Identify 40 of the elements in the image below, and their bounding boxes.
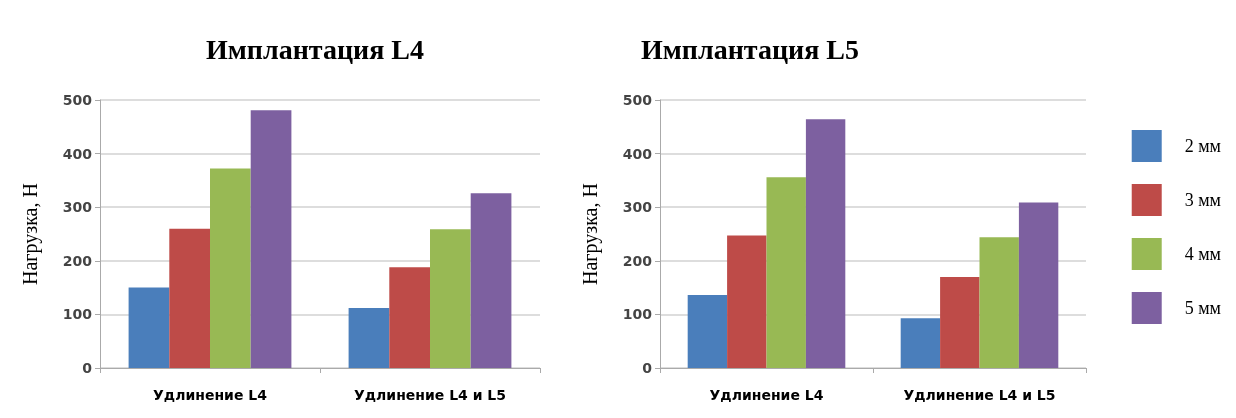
y-tick-label: 200 — [622, 252, 653, 269]
x-tick-label: Удлинение L4 — [153, 387, 268, 403]
y-tick-label: 0 — [82, 360, 93, 376]
legend-label: 4 мм — [1184, 244, 1221, 264]
y-axis-title: Нагрузка, Н — [19, 183, 42, 285]
bar — [766, 177, 806, 368]
y-tick-label: 0 — [642, 360, 653, 376]
y-tick-label: 400 — [622, 145, 653, 162]
bar — [805, 119, 846, 368]
bar — [389, 267, 430, 368]
x-tick-label: Удлинение L4 и L5 — [353, 387, 507, 403]
chart-title: Имплантация L5 — [640, 33, 860, 65]
legend-label: 5 мм — [1184, 298, 1221, 318]
y-tick-label: 500 — [62, 92, 93, 108]
y-tick-label: 500 — [622, 92, 653, 108]
bar — [687, 295, 728, 368]
legend-label: 3 мм — [1184, 190, 1221, 210]
bar — [128, 287, 170, 368]
y-tick-label: 300 — [622, 199, 653, 216]
bar — [430, 229, 471, 368]
legend-label: 2 мм — [1184, 136, 1221, 156]
bar — [940, 276, 980, 368]
bar — [470, 193, 512, 368]
bar — [210, 168, 251, 368]
bar — [169, 228, 210, 368]
y-tick-label: 100 — [62, 306, 93, 323]
y-tick-label: 400 — [62, 145, 93, 162]
y-tick-label: 300 — [62, 199, 93, 216]
y-tick-label: 100 — [622, 306, 653, 323]
bar — [250, 110, 292, 368]
bar — [1018, 202, 1059, 368]
bar — [900, 318, 941, 368]
chart-title: Имплантация L4 — [205, 33, 425, 65]
x-tick-label: Удлинение L4 — [709, 387, 824, 403]
bar — [979, 237, 1019, 368]
bar — [348, 307, 390, 368]
bar — [727, 235, 767, 368]
y-axis-title: Нагрузка, Н — [579, 183, 602, 285]
x-tick-label: Удлинение L4 и L5 — [903, 387, 1056, 403]
y-tick-label: 200 — [62, 252, 93, 269]
